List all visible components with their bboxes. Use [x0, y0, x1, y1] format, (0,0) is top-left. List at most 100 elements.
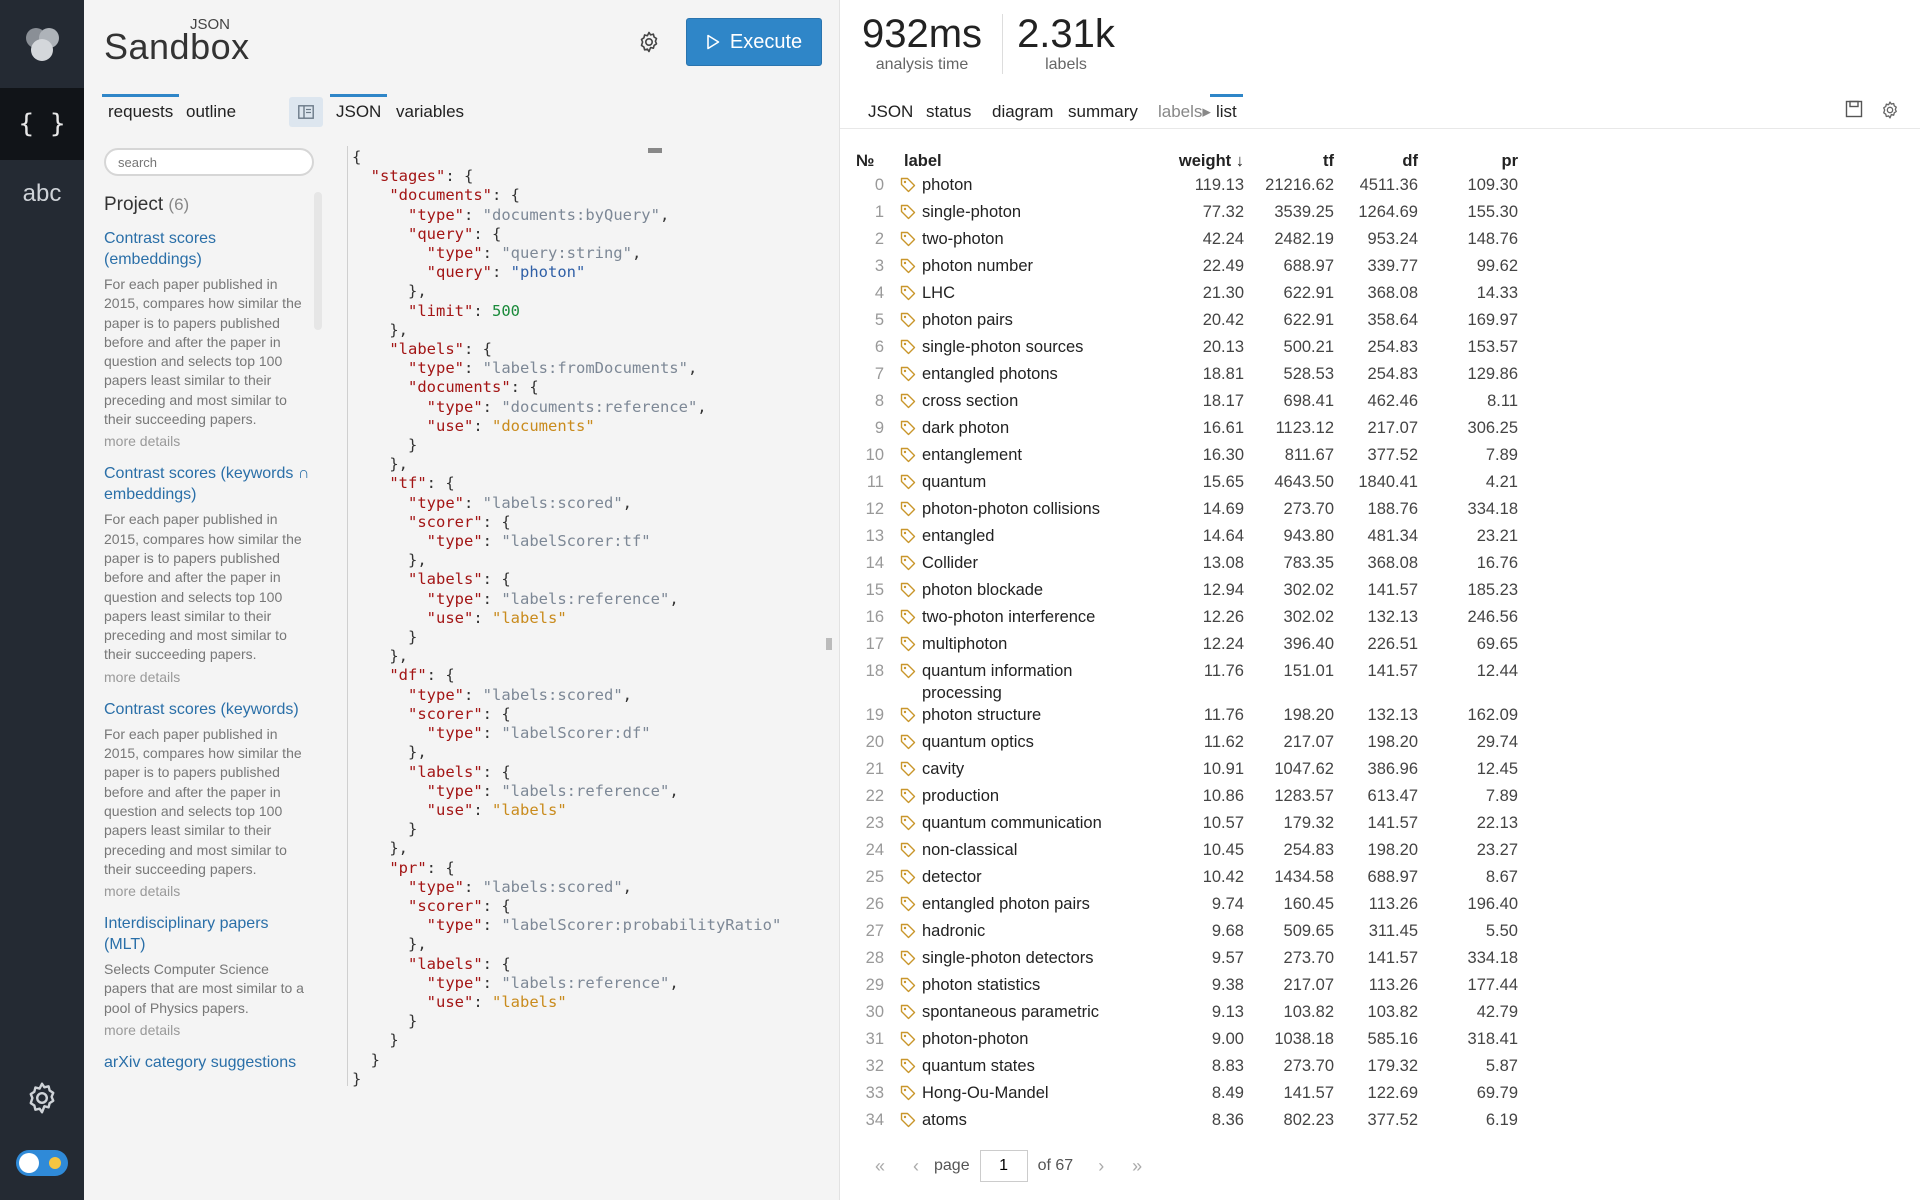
row-label[interactable]: non-classical [894, 839, 1164, 866]
table-row[interactable]: 15 photon blockade 12.94 302.02 141.57 185.23 [856, 579, 1518, 606]
next-page-button[interactable]: › [1098, 1155, 1105, 1176]
row-label[interactable]: quantum information processing [894, 660, 1164, 704]
tab-labels[interactable]: labels▸ [1158, 102, 1211, 121]
row-label[interactable]: single-photon [894, 201, 1164, 228]
table-row[interactable]: 33 Hong-Ou-Mandel 8.49 141.57 122.69 69.79 [856, 1082, 1518, 1109]
table-row[interactable]: 4 LHC 21.30 622.91 368.08 14.33 [856, 282, 1518, 309]
row-label[interactable]: quantum states [894, 1055, 1164, 1082]
table-row[interactable]: 5 photon pairs 20.42 622.91 358.64 169.97 [856, 309, 1518, 336]
tab-diagram[interactable]: diagram [992, 102, 1054, 121]
results-gear-icon[interactable] [1880, 100, 1900, 120]
gear-icon[interactable] [637, 30, 661, 54]
row-label[interactable]: detector [894, 866, 1164, 893]
tab-variables[interactable]: variables [396, 102, 465, 121]
tab-list[interactable]: list [1210, 94, 1243, 130]
more-details-link[interactable]: more details [104, 1022, 181, 1039]
row-label[interactable]: cross section [894, 390, 1164, 417]
more-details-link[interactable]: more details [104, 433, 181, 450]
row-label[interactable]: Collider [894, 552, 1164, 579]
page-input[interactable] [979, 1150, 1028, 1182]
row-label[interactable]: photon [894, 174, 1164, 201]
col-label[interactable]: label [904, 151, 942, 170]
table-row[interactable]: 3 photon number 22.49 688.97 339.77 99.62 [856, 255, 1518, 282]
table-row[interactable]: 30 spontaneous parametric 9.13 103.82 103.82… [856, 1001, 1518, 1028]
execute-button[interactable]: Execute [686, 18, 822, 66]
table-row[interactable]: 13 entangled 14.64 943.80 481.34 23.21 [856, 525, 1518, 552]
layout-toggle-button[interactable] [289, 97, 323, 127]
table-row[interactable]: 17 multiphoton 12.24 396.40 226.51 69.65 [856, 633, 1518, 660]
tab-outline[interactable]: outline [186, 102, 237, 121]
table-row[interactable]: 20 quantum optics 11.62 217.07 198.20 29.74 [856, 731, 1518, 758]
row-label[interactable]: multiphoton [894, 633, 1164, 660]
col-pr[interactable]: pr [1501, 151, 1519, 170]
row-label[interactable]: two-photon [894, 228, 1164, 255]
project-item-title[interactable]: arXiv category suggestions [104, 1054, 297, 1072]
table-row[interactable]: 34 atoms 8.36 802.23 377.52 6.19 [856, 1109, 1518, 1136]
settings-gear-icon[interactable] [24, 1080, 60, 1116]
row-label[interactable]: quantum optics [894, 731, 1164, 758]
row-label[interactable]: single-photon sources [894, 336, 1164, 363]
project-scrollbar[interactable] [314, 192, 322, 330]
row-label[interactable]: atoms [894, 1109, 1164, 1136]
table-row[interactable]: 28 single-photon detectors 9.57 273.70 141.5… [856, 947, 1518, 974]
table-row[interactable]: 27 hadronic 9.68 509.65 311.45 5.50 [856, 920, 1518, 947]
table-row[interactable]: 32 quantum states 8.83 273.70 179.32 5.87 [856, 1055, 1518, 1082]
editor-fold-marker[interactable] [648, 148, 662, 153]
table-row[interactable]: 9 dark photon 16.61 1123.12 217.07 306.25 [856, 417, 1518, 444]
table-row[interactable]: 26 entangled photon pairs 9.74 160.45 113.26… [856, 893, 1518, 920]
tab-summary[interactable]: summary [1068, 102, 1138, 121]
project-item-title[interactable]: Contrast scores (keywords) [104, 700, 299, 718]
row-label[interactable]: quantum [894, 471, 1164, 498]
search-input[interactable] [104, 148, 314, 176]
row-label[interactable]: photon statistics [894, 974, 1164, 1001]
table-row[interactable]: 29 photon statistics 9.38 217.07 113.26 177.4… [856, 974, 1518, 1001]
first-page-button[interactable]: « [874, 1155, 885, 1176]
panel-resize-handle[interactable] [826, 638, 832, 650]
col-weight[interactable]: weight ↓ [1178, 151, 1244, 170]
table-row[interactable]: 16 two-photon interference 12.26 302.02 132.… [856, 606, 1518, 633]
row-label[interactable]: photon blockade [894, 579, 1164, 606]
row-label[interactable]: LHC [894, 282, 1164, 309]
nav-json-sandbox[interactable]: { } [0, 88, 84, 160]
table-row[interactable]: 14 Collider 13.08 783.35 368.08 16.76 [856, 552, 1518, 579]
tab-json[interactable]: JSON [330, 94, 388, 130]
row-label[interactable]: two-photon interference [894, 606, 1164, 633]
row-label[interactable]: quantum communication [894, 812, 1164, 839]
row-label[interactable]: photon pairs [894, 309, 1164, 336]
row-label[interactable]: photon structure [894, 704, 1164, 731]
row-label[interactable]: hadronic [894, 920, 1164, 947]
table-row[interactable]: 18 quantum information processing 11.76 151… [856, 660, 1518, 704]
table-row[interactable]: 0 photon 119.13 21216.62 4511.36 109.30 [856, 174, 1518, 201]
table-row[interactable]: 22 production 10.86 1283.57 613.47 7.89 [856, 785, 1518, 812]
table-row[interactable]: 21 cavity 10.91 1047.62 386.96 12.45 [856, 758, 1518, 785]
row-label[interactable]: production [894, 785, 1164, 812]
project-item-title[interactable]: Contrast scores (embeddings) [104, 230, 217, 268]
row-label[interactable]: Hong-Ou-Mandel [894, 1082, 1164, 1109]
table-row[interactable]: 6 single-photon sources 20.13 500.21 254.83 1… [856, 336, 1518, 363]
row-label[interactable]: photon number [894, 255, 1164, 282]
row-label[interactable]: entangled [894, 525, 1164, 552]
json-code[interactable]: { "stages": { "documents": { "type": "do… [352, 148, 781, 1089]
col-tf[interactable]: tf [1323, 151, 1334, 170]
row-label[interactable]: dark photon [894, 417, 1164, 444]
save-icon[interactable] [1845, 100, 1863, 118]
row-label[interactable]: spontaneous parametric [894, 1001, 1164, 1028]
table-row[interactable]: 12 photon-photon collisions 14.69 273.70 188… [856, 498, 1518, 525]
table-row[interactable]: 1 single-photon 77.32 3539.25 1264.69 155.30 [856, 201, 1518, 228]
row-label[interactable]: photon-photon collisions [894, 498, 1164, 525]
table-row[interactable]: 19 photon structure 11.76 198.20 132.13 162.0… [856, 704, 1518, 731]
table-row[interactable]: 8 cross section 18.17 698.41 462.46 8.11 [856, 390, 1518, 417]
table-row[interactable]: 25 detector 10.42 1434.58 688.97 8.67 [856, 866, 1518, 893]
tab-status[interactable]: status [926, 102, 972, 121]
more-details-link[interactable]: more details [104, 668, 181, 685]
row-label[interactable]: photon-photon [894, 1028, 1164, 1055]
theme-toggle[interactable] [16, 1150, 68, 1176]
more-details-link[interactable]: more details [104, 883, 181, 900]
table-row[interactable]: 10 entanglement 16.30 811.67 377.52 7.89 [856, 444, 1518, 471]
json-editor[interactable]: { "stages": { "documents": { "type": "do… [344, 146, 830, 1096]
row-label[interactable]: single-photon detectors [894, 947, 1164, 974]
row-label[interactable]: cavity [894, 758, 1164, 785]
nav-abc[interactable]: abc [22, 180, 62, 207]
row-label[interactable]: entanglement [894, 444, 1164, 471]
project-item-title[interactable]: Contrast scores (keywords ∩ embeddings) [104, 465, 310, 504]
